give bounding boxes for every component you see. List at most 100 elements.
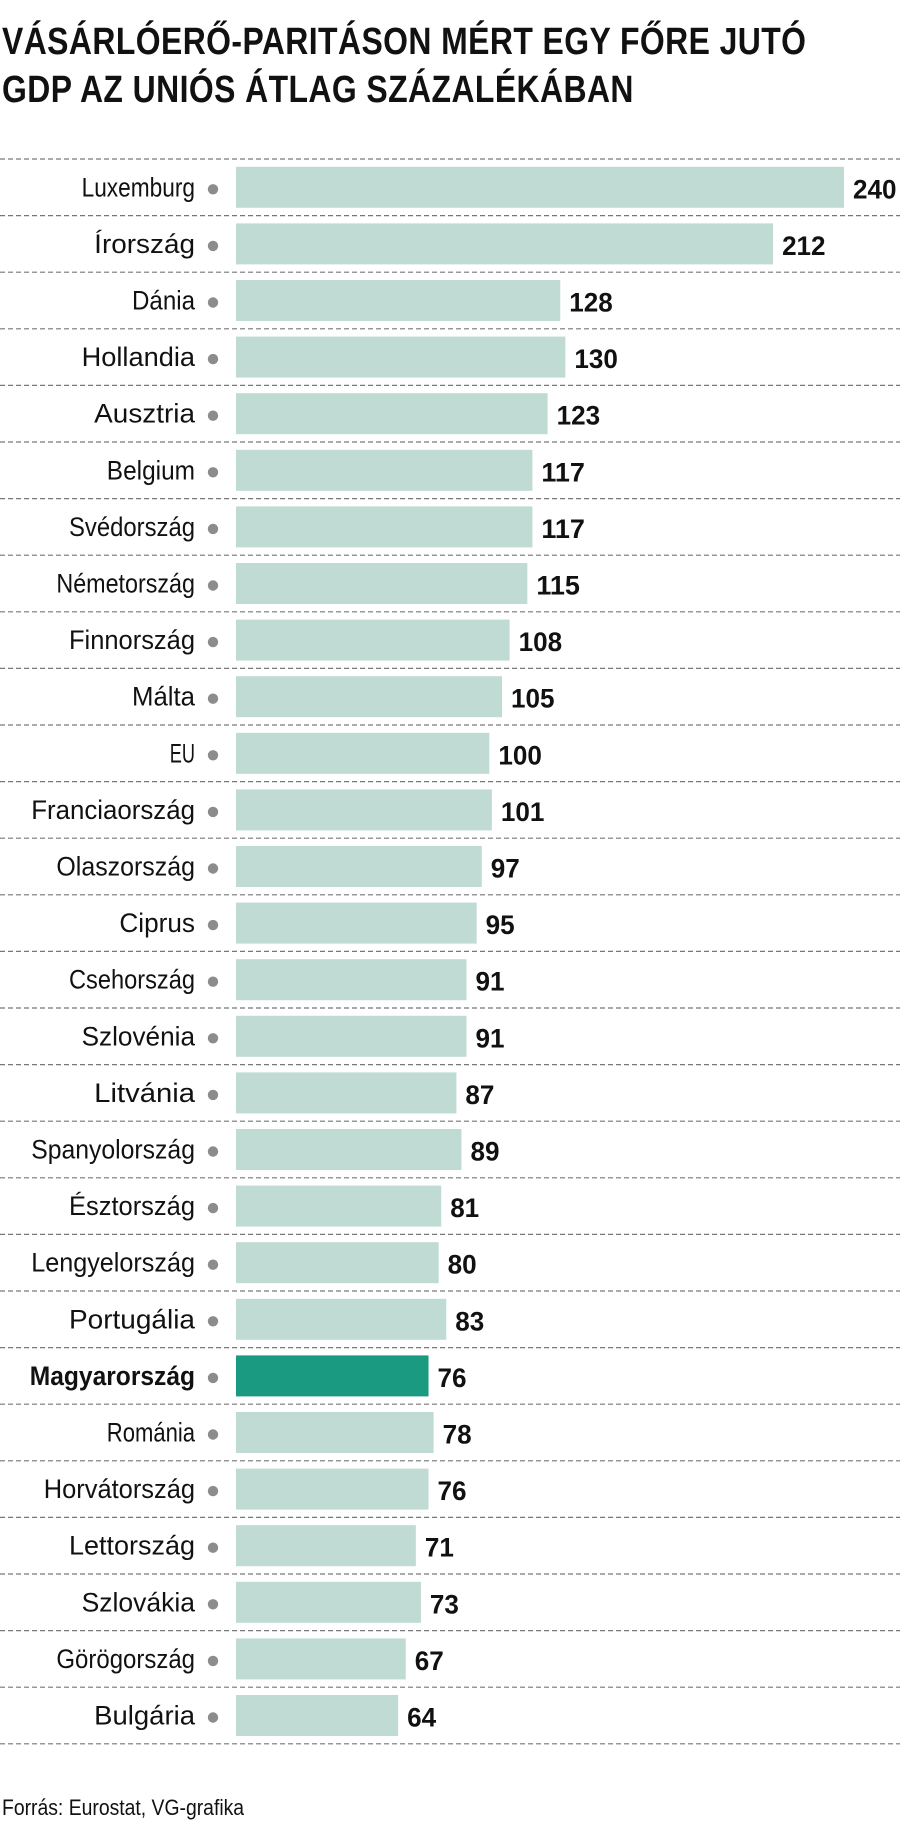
bar — [236, 1695, 399, 1736]
value-label: 64 — [407, 1703, 436, 1733]
category-label: Olaszország — [56, 852, 195, 882]
category-dot — [207, 1599, 219, 1610]
value-label: 67 — [415, 1646, 444, 1676]
bar — [236, 1015, 467, 1057]
category-dot — [207, 523, 219, 535]
chart-title: VÁSÁRLÓERŐ-PARITÁSON MÉRT EGY FŐRE JUTÓ … — [2, 18, 807, 114]
value-label: 100 — [498, 740, 542, 770]
bar — [236, 1185, 442, 1227]
category-dot — [207, 297, 219, 308]
category-label: Horvátország — [44, 1474, 195, 1504]
category-dot — [207, 1033, 219, 1044]
category-dot — [207, 1146, 219, 1157]
category-dot — [207, 1542, 219, 1553]
bar — [236, 959, 467, 1001]
category-dot — [207, 1316, 219, 1327]
value-label: 105 — [511, 684, 555, 714]
category-label: Görögország — [56, 1644, 195, 1674]
value-label: 95 — [486, 910, 515, 940]
bar — [236, 1242, 439, 1284]
category-label: Szlovénia — [82, 1021, 196, 1051]
category-dot — [207, 240, 219, 252]
category-label: Spanyolország — [31, 1135, 195, 1165]
bar — [236, 506, 533, 548]
value-label: 128 — [569, 288, 613, 318]
source-note: Forrás: Eurostat, VG-grafika — [2, 1795, 245, 1820]
bar — [236, 1412, 434, 1453]
bar — [236, 1355, 429, 1397]
value-label: 87 — [465, 1080, 494, 1110]
bar — [236, 902, 477, 944]
category-dot — [207, 806, 219, 818]
category-label: Litvánia — [94, 1078, 196, 1108]
category-dot — [207, 919, 219, 931]
bar — [236, 223, 774, 265]
value-label: 76 — [438, 1363, 467, 1393]
category-label: Románia — [107, 1418, 196, 1448]
value-label: 73 — [430, 1589, 459, 1619]
bar — [236, 1638, 406, 1680]
category-dot — [207, 580, 219, 591]
category-label: Magyarország — [30, 1361, 195, 1391]
value-label: 71 — [425, 1533, 454, 1563]
category-label: Franciaország — [31, 795, 195, 825]
value-label: 83 — [455, 1306, 484, 1336]
category-dot — [207, 1202, 219, 1214]
value-label: 91 — [476, 967, 505, 997]
bar — [236, 336, 566, 378]
category-dot — [207, 1485, 219, 1497]
category-dot — [207, 410, 219, 421]
category-label: Ciprus — [119, 908, 195, 938]
category-label: Dánia — [132, 286, 196, 316]
bar — [236, 280, 561, 321]
bar — [236, 166, 844, 208]
value-label: 78 — [443, 1420, 472, 1450]
category-label: Csehország — [69, 965, 195, 995]
bar — [236, 563, 528, 604]
bar — [236, 1525, 416, 1567]
value-label: 123 — [557, 401, 601, 431]
category-dot — [207, 184, 219, 195]
category-label: Németország — [56, 569, 195, 599]
bar — [236, 1581, 421, 1623]
bar — [236, 619, 510, 661]
value-label: 240 — [853, 174, 897, 204]
category-label: Bulgária — [94, 1701, 196, 1731]
chart-title-line-1: VÁSÁRLÓERŐ-PARITÁSON MÉRT EGY FŐRE JUTÓ — [2, 21, 807, 63]
value-label: 97 — [491, 854, 520, 884]
chart-title-line-2: GDP AZ UNIÓS ÁTLAG SZÁZALÉKÁBAN — [2, 69, 634, 111]
bar — [236, 676, 502, 718]
bar — [236, 449, 533, 491]
category-dot — [207, 467, 219, 478]
bar — [236, 846, 482, 887]
category-label: Szlovákia — [82, 1587, 196, 1617]
category-label: Málta — [132, 682, 196, 712]
value-label: 81 — [450, 1193, 479, 1223]
category-dot — [207, 1259, 219, 1270]
category-label: Észtország — [69, 1191, 195, 1221]
category-label: Finnország — [69, 625, 195, 655]
category-dot — [207, 693, 219, 704]
category-dot — [207, 1712, 219, 1723]
category-label: Portugália — [69, 1304, 196, 1334]
category-dot — [207, 1429, 219, 1440]
bar — [236, 1129, 462, 1170]
value-label: 76 — [438, 1476, 467, 1506]
bar — [236, 789, 492, 831]
category-label: Luxemburg — [82, 172, 195, 202]
category-dot — [207, 1089, 219, 1101]
bar — [236, 1468, 429, 1510]
category-label: Ausztria — [94, 399, 196, 429]
value-label: 108 — [519, 627, 563, 657]
value-label: 89 — [470, 1137, 499, 1167]
category-label: Hollandia — [82, 342, 196, 372]
value-label: 101 — [501, 797, 545, 827]
bar — [236, 1072, 457, 1114]
category-label: EU — [170, 738, 195, 768]
value-label: 91 — [476, 1023, 505, 1053]
category-dot — [207, 863, 219, 874]
category-dot — [207, 636, 219, 648]
category-label: Lengyelország — [31, 1248, 195, 1278]
value-label: 115 — [536, 571, 580, 601]
